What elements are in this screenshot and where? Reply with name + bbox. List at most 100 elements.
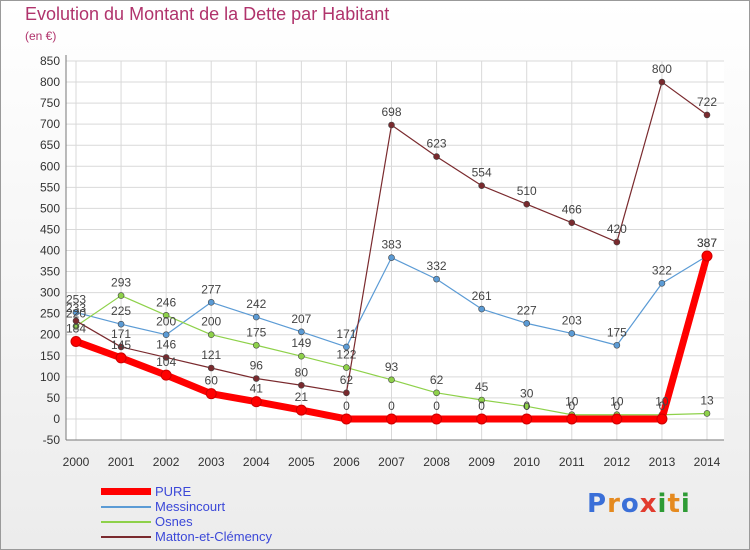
logo-letter: i [657, 489, 668, 519]
data-label: 277 [201, 282, 221, 296]
x-tick-label: 2008 [423, 455, 450, 469]
data-label: 233 [66, 301, 86, 315]
data-point [521, 413, 533, 425]
data-point [388, 121, 395, 129]
logo-letter: x [639, 489, 658, 519]
legend: PURE Messincourt Osnes Matton-et-Clémenc… [101, 484, 361, 545]
data-label: 146 [156, 337, 176, 351]
logo-letter: P [587, 489, 608, 519]
data-label: 722 [697, 95, 717, 109]
x-tick-label: 2014 [694, 455, 721, 469]
y-tick-label: 200 [40, 328, 60, 342]
data-label: 698 [381, 105, 401, 119]
data-label: 387 [697, 236, 717, 250]
legend-swatch-pure [101, 488, 151, 495]
logo-letter: t [667, 489, 681, 519]
data-label: 0 [523, 399, 530, 413]
data-point [298, 381, 305, 389]
data-point [523, 320, 531, 327]
data-point [340, 413, 352, 425]
data-point [701, 250, 713, 262]
data-label: 171 [111, 327, 131, 341]
legend-swatch-osnes [101, 521, 151, 523]
data-label: 0 [614, 399, 621, 413]
data-point [72, 309, 80, 316]
y-tick-label: 350 [40, 265, 60, 279]
data-point [117, 320, 125, 328]
legend-label: Osnes [155, 514, 193, 529]
data-label: 200 [156, 315, 176, 329]
data-label: 246 [156, 295, 176, 309]
chart-title: Evolution du Montant de la Dette par Hab… [25, 4, 390, 24]
x-tick-label: 2009 [468, 455, 495, 469]
data-label: 261 [472, 289, 492, 303]
data-label: 104 [156, 355, 176, 369]
data-label: 171 [336, 327, 356, 341]
data-point [343, 343, 350, 351]
data-point [386, 413, 397, 425]
y-tick-label: 750 [40, 96, 60, 110]
data-label: 242 [246, 297, 266, 311]
y-tick-label: 300 [40, 286, 60, 300]
data-point [252, 341, 260, 349]
data-label: 420 [607, 222, 627, 236]
y-tick-label: 400 [40, 244, 60, 258]
logo-letter: i [680, 489, 691, 519]
data-point [343, 364, 350, 371]
legend-swatch-messincourt [101, 506, 151, 508]
data-point [207, 364, 215, 372]
data-label: 93 [385, 360, 399, 374]
data-label: 203 [562, 313, 582, 327]
proxiti-logo: Proxiti [587, 489, 691, 519]
data-label: 800 [652, 62, 672, 76]
data-point [566, 413, 578, 425]
data-label: 175 [246, 325, 266, 339]
x-tick-label: 2011 [559, 455, 585, 469]
data-point [656, 413, 668, 425]
line-chart: -500501001502002503003504004505005506006… [40, 54, 724, 469]
x-tick-label: 2006 [333, 455, 360, 469]
data-point [162, 331, 170, 339]
data-label: 0 [388, 399, 395, 413]
data-label: 10 [565, 395, 579, 409]
data-point [252, 375, 260, 382]
data-point [478, 305, 485, 313]
y-tick-label: 0 [53, 412, 60, 426]
data-point [613, 341, 621, 349]
data-label: 30 [520, 386, 534, 400]
data-label: 10 [655, 395, 669, 409]
data-point [117, 343, 125, 351]
data-label: 145 [111, 338, 131, 352]
y-tick-label: 250 [40, 307, 60, 321]
data-label: 62 [430, 373, 444, 387]
data-label: 0 [568, 399, 575, 413]
data-point [611, 413, 623, 425]
data-point [703, 111, 711, 119]
legend-label: Messincourt [155, 499, 226, 514]
y-tick-label: 550 [40, 180, 60, 194]
data-point [478, 182, 485, 189]
data-label: 62 [340, 373, 354, 387]
data-point [658, 280, 666, 287]
x-tick-label: 2002 [153, 455, 180, 469]
y-tick-label: 150 [40, 349, 60, 363]
data-label: 0 [343, 399, 350, 413]
data-point [72, 317, 80, 325]
data-label: 220 [66, 306, 86, 320]
data-point [703, 410, 711, 417]
data-label: 0 [433, 399, 440, 413]
data-point [250, 396, 262, 408]
data-label: 554 [472, 166, 492, 180]
data-point [343, 389, 350, 397]
data-point [523, 200, 531, 208]
data-point [207, 331, 215, 339]
y-tick-label: 100 [40, 370, 60, 384]
data-point [476, 413, 488, 425]
unit-label: (en €) [25, 29, 57, 43]
x-tick-label: 2010 [513, 455, 540, 469]
data-label: 383 [381, 238, 401, 252]
data-point [295, 404, 307, 416]
data-point [388, 254, 395, 261]
data-point [568, 219, 576, 227]
x-tick-label: 2004 [243, 455, 270, 469]
